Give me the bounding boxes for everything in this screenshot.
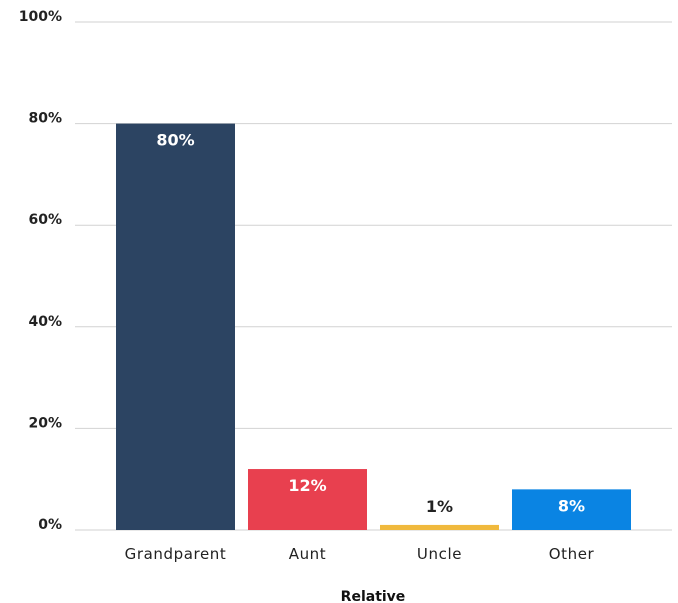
y-tick-label: 60% [28, 212, 62, 228]
data-label: 1% [426, 497, 453, 516]
bar-uncle [380, 524, 499, 530]
x-axis-title: Relative [341, 589, 406, 603]
y-tick-label: 0% [38, 517, 62, 533]
y-tick-label: 100% [19, 9, 62, 25]
x-tick-label: Aunt [289, 545, 327, 563]
bar-aunt [248, 469, 367, 530]
data-label: 80% [156, 131, 194, 150]
y-axis-ticks: 0% 20% 40% 60% 80% 100% [19, 9, 62, 533]
x-axis-ticks: Grandparent Aunt Uncle Other [125, 545, 595, 563]
data-label: 8% [558, 496, 585, 515]
x-tick-label: Uncle [417, 545, 462, 563]
bars [116, 123, 631, 530]
y-tick-label: 40% [28, 314, 62, 330]
y-tick-label: 80% [28, 111, 62, 127]
bar-grandparent [116, 123, 235, 530]
y-tick-label: 20% [28, 415, 62, 431]
x-tick-label: Grandparent [125, 545, 227, 563]
bar-other [512, 489, 631, 530]
data-labels: 80% 12% 1% 8% [156, 131, 585, 516]
x-tick-label: Other [549, 545, 595, 563]
data-label: 12% [288, 476, 326, 495]
